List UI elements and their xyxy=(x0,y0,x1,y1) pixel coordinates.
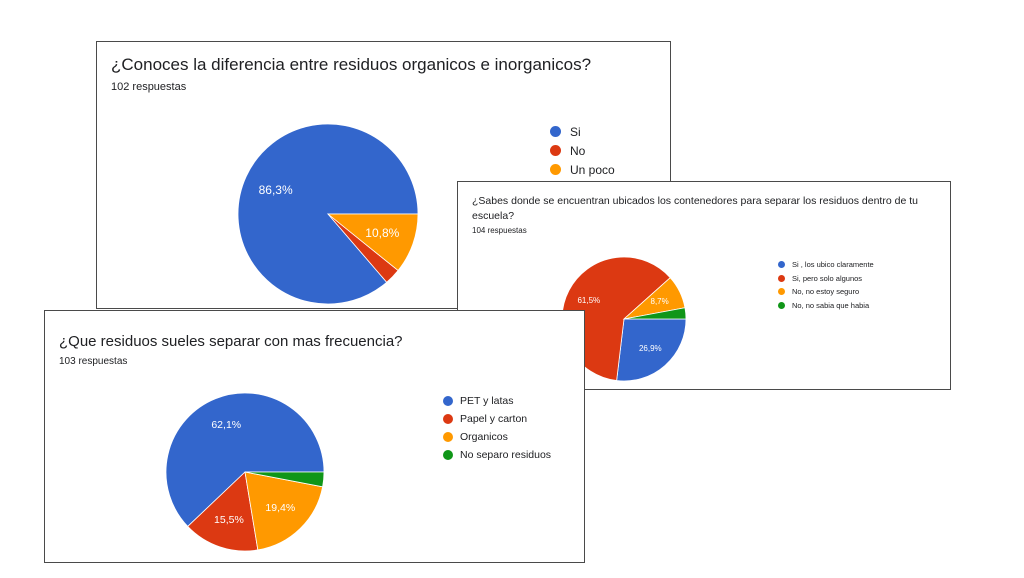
legend-swatch xyxy=(443,414,453,424)
legend-swatch xyxy=(443,432,453,442)
pie-slice-si-los-ubico-claramente xyxy=(616,318,687,382)
legend-item-no-separo-residuos: No separo residuos xyxy=(443,446,551,464)
legend-item-pet-y-latas: PET y latas xyxy=(443,392,551,410)
legend-label: PET y latas xyxy=(460,395,514,407)
legend-label: Un poco xyxy=(570,162,615,177)
legend-swatch xyxy=(443,396,453,406)
legend-item-si: Si xyxy=(550,122,615,141)
response-count: 103 respuestas xyxy=(59,356,128,367)
legend-swatch xyxy=(550,164,561,175)
legend-swatch xyxy=(550,145,561,156)
legend-swatch xyxy=(778,261,785,269)
chart-card-separacion-frecuencia: ¿Que residuos sueles separar con mas fre… xyxy=(44,310,585,563)
chart-title: ¿Que residuos sueles separar con mas fre… xyxy=(59,333,403,350)
chart-legend: Si , los ubico claramente Si, pero solo a… xyxy=(778,258,874,312)
legend-label: Papel y carton xyxy=(460,413,528,425)
legend-item-organicos: Organicos xyxy=(443,428,551,446)
legend-label: Si, pero solo algunos xyxy=(792,273,863,283)
slice-value-label: 61,5% xyxy=(577,296,600,305)
pie-slice-no-no-sabia-que-habia xyxy=(623,307,687,320)
pie-slice-no-separo-residuos xyxy=(244,471,325,488)
legend-label: No xyxy=(570,143,586,158)
legend-item-si-los-ubico-claramente: Si , los ubico claramente xyxy=(778,258,874,272)
legend-swatch xyxy=(778,288,785,296)
chart-legend: PET y latas Papel y carton Organicos No sep… xyxy=(443,392,551,464)
slice-value-label: 26,9% xyxy=(639,344,662,353)
legend-item-un-poco: Un poco xyxy=(550,160,615,179)
pie-chart: 86,3% 10,8% xyxy=(237,123,419,305)
chart-title: ¿Conoces la diferencia entre residuos or… xyxy=(111,55,592,74)
pie-slice-papel-y-carton xyxy=(187,471,259,552)
legend-label: No, no estoy seguro xyxy=(792,287,860,297)
slice-value-label: 8,7% xyxy=(651,297,669,306)
legend-label: No separo residuos xyxy=(460,449,552,461)
legend-item-papel-y-carton: Papel y carton xyxy=(443,410,551,428)
legend-swatch xyxy=(550,126,561,137)
legend-item-no: No xyxy=(550,141,615,160)
pie-chart: 26,9% 61,5% 8,7% xyxy=(561,256,687,382)
legend-item-no-no-estoy-seguro: No, no estoy seguro xyxy=(778,285,874,299)
slice-value-label: 86,3% xyxy=(259,183,293,197)
legend-item-no-no-sabia-que-habia: No, no sabia que habia xyxy=(778,299,874,313)
slice-value-label: 15,5% xyxy=(214,514,244,526)
legend-label: Si , los ubico claramente xyxy=(792,260,874,270)
pie-slice-un-poco xyxy=(326,213,419,272)
pie-slice-pet-y-latas xyxy=(165,392,325,528)
pie-slice-si-pero-solo-algunos xyxy=(561,256,671,382)
pie-slice-organicos xyxy=(244,471,324,551)
slice-value-label: 62,1% xyxy=(211,419,241,431)
legend-swatch xyxy=(443,450,453,460)
legend-swatch xyxy=(778,301,785,309)
response-count: 102 respuestas xyxy=(111,81,187,93)
legend-item-si-pero-solo-algunos: Si, pero solo algunos xyxy=(778,272,874,286)
legend-label: Organicos xyxy=(460,431,508,443)
slice-value-label: 19,4% xyxy=(265,502,295,514)
legend-swatch xyxy=(778,274,785,282)
legend-label: No, no sabia que habia xyxy=(792,300,870,310)
pie-chart: 62,1% 15,5% 19,4% xyxy=(165,392,325,552)
slice-value-label: 10,8% xyxy=(365,226,399,240)
response-count: 104 respuestas xyxy=(472,226,527,235)
chart-legend: Si No Un poco xyxy=(550,122,615,179)
chart-title: ¿Sabes donde se encuentran ubicados los … xyxy=(472,195,918,222)
chart-card-residuos-diferencia: ¿Conoces la diferencia entre residuos or… xyxy=(96,41,671,309)
legend-label: Si xyxy=(570,124,581,139)
